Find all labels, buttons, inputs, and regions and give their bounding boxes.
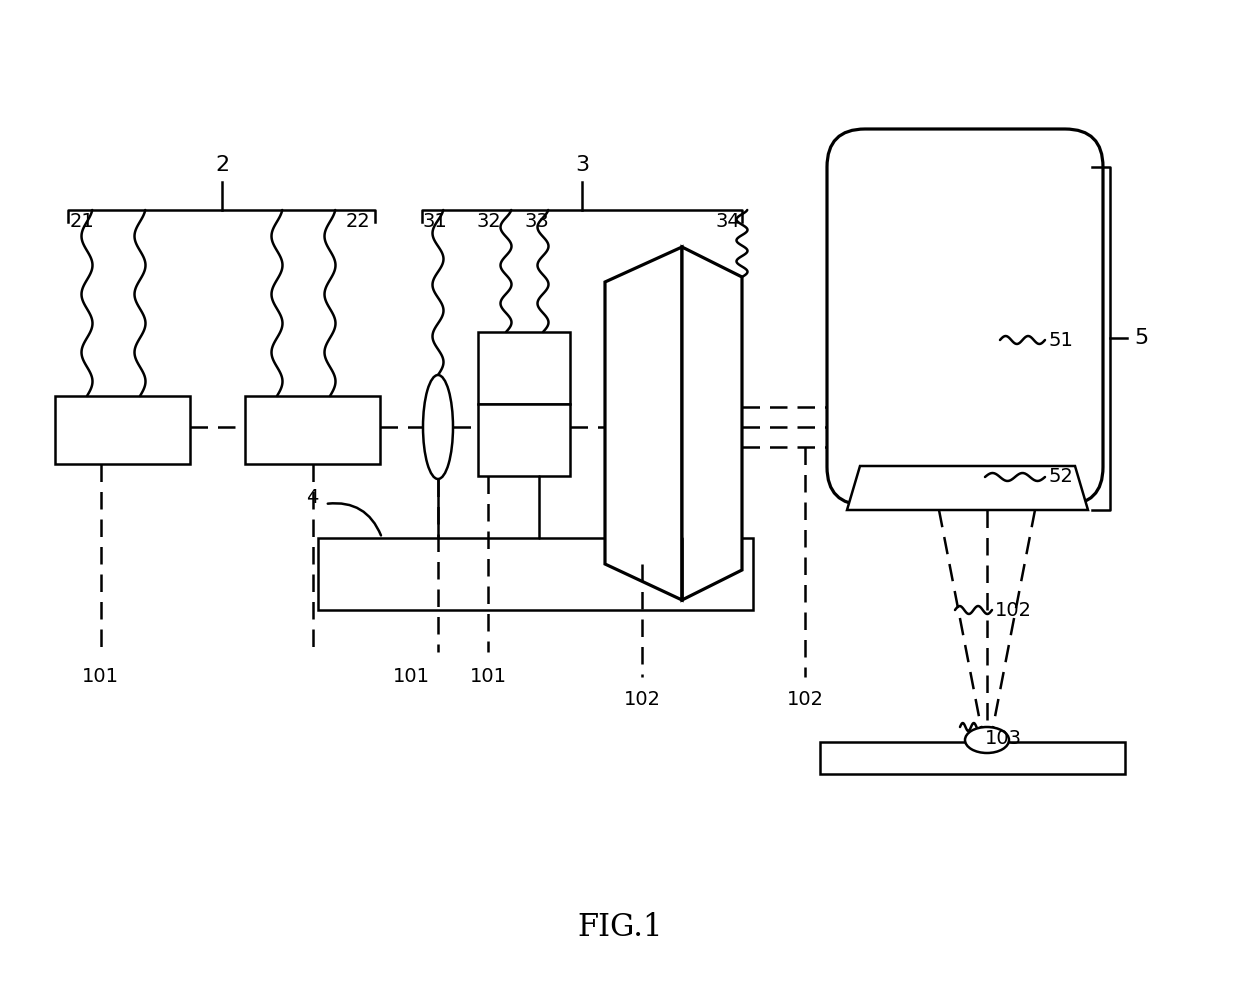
Text: 3: 3 (575, 155, 589, 175)
Ellipse shape (965, 727, 1009, 753)
Text: 4: 4 (306, 487, 319, 507)
Text: 103: 103 (985, 729, 1022, 747)
Polygon shape (605, 247, 682, 600)
FancyBboxPatch shape (55, 396, 190, 464)
Polygon shape (682, 247, 742, 600)
Text: 101: 101 (393, 667, 430, 686)
Text: 101: 101 (470, 667, 506, 686)
Polygon shape (847, 466, 1087, 510)
FancyBboxPatch shape (477, 332, 570, 404)
FancyBboxPatch shape (246, 396, 379, 464)
Text: 2: 2 (215, 155, 229, 175)
FancyBboxPatch shape (477, 404, 570, 476)
Text: 33: 33 (525, 212, 549, 231)
Text: 31: 31 (422, 212, 446, 231)
Text: 21: 21 (69, 212, 94, 231)
Ellipse shape (423, 375, 453, 479)
FancyBboxPatch shape (820, 742, 1125, 774)
Text: FIG.1: FIG.1 (578, 911, 662, 943)
Text: 34: 34 (715, 212, 740, 231)
Text: 22: 22 (345, 212, 370, 231)
Text: 101: 101 (82, 667, 119, 686)
Text: 102: 102 (624, 690, 661, 709)
Text: 102: 102 (994, 601, 1032, 620)
Text: 5: 5 (1135, 328, 1148, 348)
FancyBboxPatch shape (317, 538, 753, 610)
Text: 51: 51 (1048, 331, 1073, 350)
Text: 102: 102 (786, 690, 823, 709)
Text: 32: 32 (476, 212, 501, 231)
Text: 52: 52 (1048, 467, 1073, 486)
FancyBboxPatch shape (827, 129, 1104, 505)
